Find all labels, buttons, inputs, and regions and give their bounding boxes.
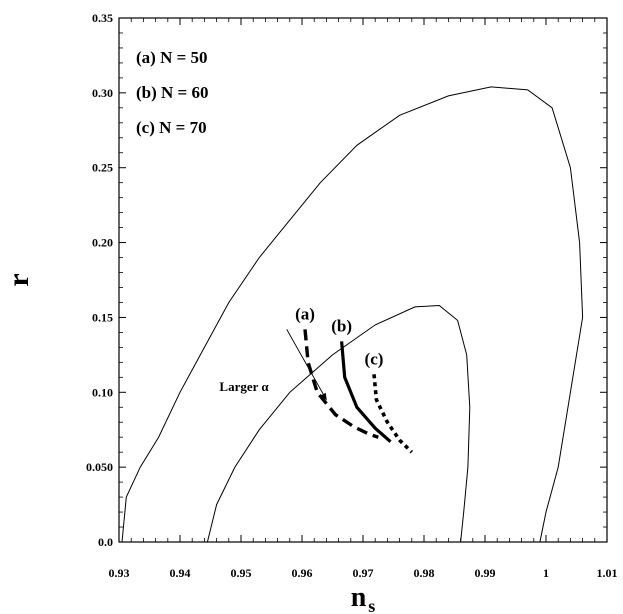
axis-ticks xyxy=(118,17,608,543)
x-tick-label: 0.97 xyxy=(353,566,374,580)
contour-2 xyxy=(206,304,471,543)
y-axis-label: r xyxy=(2,273,35,286)
annotations: Larger α xyxy=(219,329,327,401)
axis-tick-labels: 0.93 0.94 0.95 0.96 0.97 0.98 0.99 1 1.01 0.0 0.05… xyxy=(86,11,618,580)
y-tick-label: 0.0 xyxy=(98,535,113,549)
x-tick-label: 0.94 xyxy=(170,566,191,580)
x-tick-label: 1.01 xyxy=(597,566,618,580)
x-tick-label: 1 xyxy=(543,566,549,580)
x-tick-label: 0.93 xyxy=(109,566,130,580)
x-axis-label-main: n xyxy=(351,582,367,613)
y-tick-label: 0.30 xyxy=(92,86,113,100)
series-label-c: (c) xyxy=(365,349,384,368)
series-line-a xyxy=(303,329,379,439)
annotation-text: Larger α xyxy=(219,379,269,394)
y-tick-label: 0.10 xyxy=(92,385,113,399)
x-tick-label: 0.96 xyxy=(292,566,313,580)
y-tick-label: 0.050 xyxy=(86,460,113,474)
legend-entry: (c) N = 70 xyxy=(136,118,207,137)
annotation-arrow xyxy=(286,329,327,401)
series-line-c xyxy=(372,374,414,454)
contour-1 xyxy=(121,86,584,543)
legend-entry: (a) N = 50 xyxy=(136,48,208,67)
series-label-a: (a) xyxy=(295,304,315,323)
series-label-b: (b) xyxy=(331,316,352,335)
x-tick-label: 0.99 xyxy=(475,566,496,580)
y-tick-label: 0.15 xyxy=(92,310,113,324)
x-tick-label: 0.98 xyxy=(414,566,435,580)
y-tick-label: 0.25 xyxy=(92,161,113,175)
series-line-b xyxy=(340,341,392,443)
x-axis-label-subscript: s xyxy=(368,596,375,614)
x-tick-label: 0.95 xyxy=(231,566,252,580)
legend-entry: (b) N = 60 xyxy=(136,83,209,102)
contours xyxy=(121,86,584,543)
y-tick-label: 0.35 xyxy=(92,11,113,25)
y-tick-label: 0.20 xyxy=(92,236,113,250)
legend: (a) N = 50 (b) N = 60 (c) N = 70 xyxy=(136,48,209,137)
series: (a) (b) (c) xyxy=(295,304,414,454)
